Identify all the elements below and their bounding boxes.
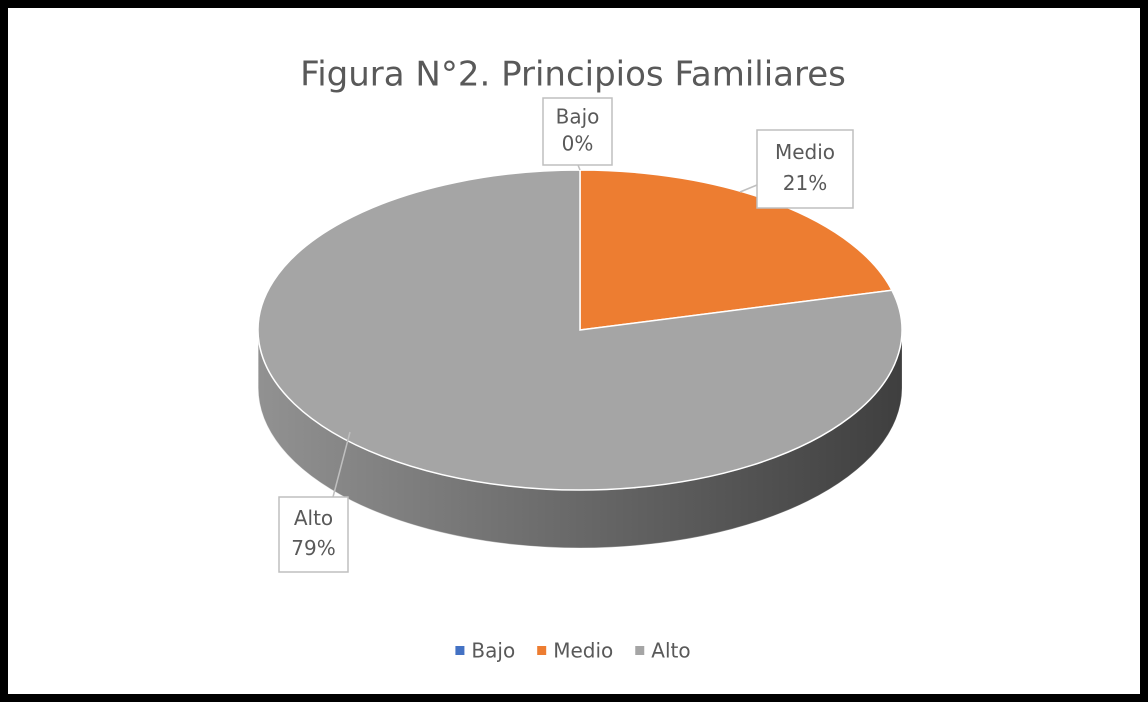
legend-label: Alto bbox=[651, 639, 690, 663]
legend-swatch bbox=[635, 646, 645, 655]
label-box bbox=[542, 97, 613, 166]
label-category: Bajo bbox=[556, 105, 600, 129]
label-category: Alto bbox=[294, 506, 333, 530]
leader-line bbox=[332, 431, 351, 498]
label-value: 21% bbox=[783, 171, 827, 195]
legend-label: Bajo bbox=[471, 639, 515, 663]
slice bbox=[257, 169, 903, 491]
legend-swatch bbox=[537, 646, 547, 655]
label-box bbox=[756, 129, 854, 209]
legend-swatch bbox=[455, 646, 465, 655]
label-value: 0% bbox=[562, 131, 594, 155]
label-box bbox=[278, 496, 349, 573]
leader-line bbox=[739, 184, 758, 193]
legend: Bajo Medio Alto bbox=[455, 639, 691, 663]
legend-label: Medio bbox=[553, 639, 613, 663]
side-shade bbox=[258, 330, 902, 548]
chart-title: Figura N°2. Principios Familiares bbox=[300, 55, 846, 95]
label-value: 79% bbox=[291, 536, 335, 560]
label-category: Medio bbox=[775, 140, 835, 164]
leader-line bbox=[577, 164, 581, 171]
